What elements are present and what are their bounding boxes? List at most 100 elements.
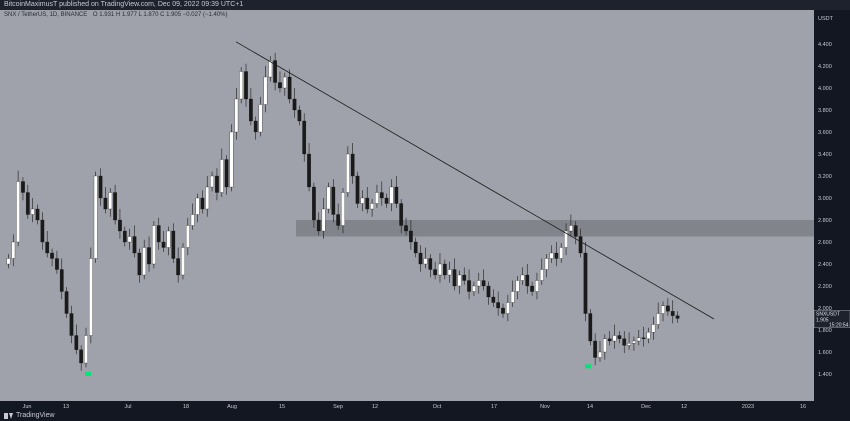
candle-body (651, 324, 656, 333)
resistance-zone (296, 220, 814, 237)
candle-body (389, 186, 394, 204)
candle-body (409, 230, 413, 243)
candle-body (268, 60, 273, 78)
candle-body (636, 337, 641, 342)
candle-body (118, 219, 122, 232)
candle-body (341, 192, 345, 226)
time-axis-background[interactable] (0, 401, 814, 411)
candle-body (176, 258, 180, 276)
tradingview-logo-icon (4, 413, 13, 419)
candle-body (602, 338, 607, 353)
candle-body (399, 203, 404, 226)
price-axis-ticks: 4.400 4.200 4.000 3.800 3.600 3.400 3.200 3.000… (818, 42, 832, 378)
time-tick-label: Jun (23, 404, 32, 410)
candle-body (215, 175, 219, 193)
candle-body (200, 197, 205, 210)
signal-marker (85, 372, 91, 376)
symbol-title[interactable]: SNX / TetherUS, 1D, BINANCE (4, 12, 88, 18)
candle-body (292, 98, 297, 111)
candle-body (612, 335, 617, 342)
time-tick-label: Jul (124, 404, 131, 410)
candle-body (467, 280, 471, 292)
candle-body (666, 305, 670, 312)
descending-trendline[interactable] (235, 41, 715, 320)
candle-body (607, 338, 612, 342)
candle-body (316, 219, 321, 232)
legend-line: SNX / TetherUS, 1D, BINANCE O 1.931 H 1.… (4, 12, 227, 18)
candle-body (185, 225, 190, 248)
candle-body (79, 349, 84, 364)
time-tick-label: Aug (227, 404, 237, 410)
candle-body (307, 153, 311, 188)
candle-body (506, 302, 510, 314)
candle-body (278, 82, 282, 89)
candle-body (239, 71, 244, 100)
candle-body (598, 351, 602, 358)
candle-body (573, 225, 578, 237)
tradingview-logo[interactable]: TradingView (4, 411, 55, 421)
candle-body (646, 332, 651, 339)
candle-body (74, 335, 79, 350)
brand-name: TradingView (16, 412, 55, 419)
candle-body (355, 175, 360, 204)
time-tick-label: 14 (587, 404, 593, 410)
signal-marker (585, 364, 591, 369)
last-price-countdown: 15:20:54 (829, 322, 849, 328)
last-price-value: 1.905 (816, 317, 829, 323)
candle-body (535, 280, 539, 292)
candle-body (16, 181, 20, 243)
candle-body (69, 313, 74, 336)
candle-body (593, 340, 597, 358)
candle-body (156, 225, 161, 243)
candle-body (447, 269, 452, 276)
price-tick-label: 3.800 (818, 108, 832, 114)
candle-body (559, 247, 564, 259)
ohlc-values: O 1.931 H 1.977 L 1.870 C 1.905 −0.027 (… (92, 12, 228, 18)
candle-body (161, 241, 166, 248)
candle-body (263, 76, 268, 105)
candle-body (375, 192, 379, 204)
price-tick-label: 1.600 (818, 350, 832, 356)
candle-body (84, 335, 88, 364)
time-tick-label: Oct (433, 404, 442, 410)
price-tick-label: 4.000 (818, 86, 832, 92)
candle-body (457, 274, 462, 287)
candle-body (89, 258, 93, 336)
candle-body (302, 120, 307, 155)
candle-body (481, 280, 486, 287)
candle-body (137, 252, 142, 276)
candle-body (6, 258, 11, 265)
price-tick-label: 2.400 (818, 262, 832, 268)
price-axis-background[interactable] (814, 10, 850, 401)
candle-body (549, 252, 554, 259)
candle-body (127, 236, 132, 243)
candle-body (205, 186, 210, 210)
candle-body (438, 263, 442, 276)
candle-body (282, 76, 287, 89)
candle-body (326, 186, 331, 210)
time-tick-label: 12 (372, 404, 378, 410)
time-tick-label: 15 (279, 404, 285, 410)
candle-body (496, 302, 501, 309)
candle-body (195, 197, 200, 215)
candle-body (365, 197, 370, 210)
candle-body (350, 153, 355, 177)
candle-body (476, 280, 481, 287)
time-tick-label: 16 (800, 404, 806, 410)
price-tick-label: 4.400 (818, 42, 832, 48)
candle-body (486, 285, 491, 298)
candle-body (413, 241, 418, 254)
time-tick-label: 13 (63, 404, 69, 410)
candle-body (190, 214, 195, 226)
candle-body (428, 258, 433, 270)
candle-body (122, 230, 127, 243)
candle-body (627, 343, 631, 346)
candle-body (530, 285, 534, 292)
candle-body (554, 252, 559, 259)
candle-body (273, 60, 277, 83)
candle-body (418, 252, 423, 265)
candle-body (588, 313, 593, 342)
price-tick-label: 3.200 (818, 174, 832, 180)
